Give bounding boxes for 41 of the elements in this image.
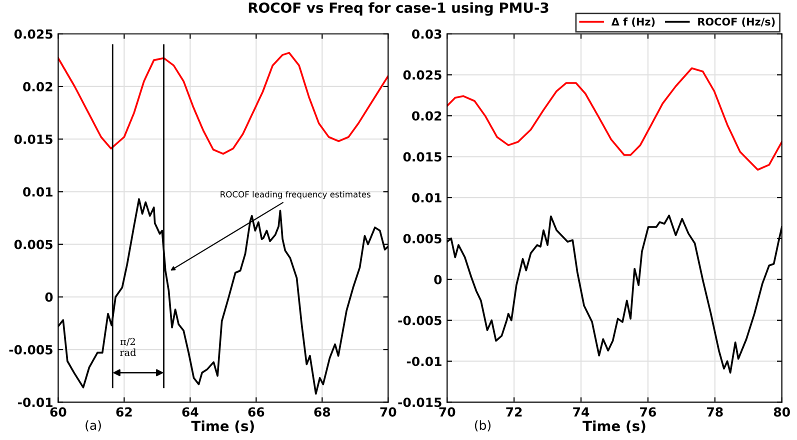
x-tick-label: 70 bbox=[380, 407, 396, 417]
y-tick-label: -0.005 bbox=[398, 316, 442, 326]
y-tick-label: 0.02 bbox=[412, 111, 442, 121]
y-tick-label: 0.02 bbox=[23, 82, 52, 92]
chart-title: ROCOF vs Freq for case-1 using PMU-3 bbox=[248, 2, 548, 16]
annotation: π/2 rad bbox=[120, 338, 136, 356]
x-tick-label: 78 bbox=[707, 407, 723, 417]
y-tick-label: 0 bbox=[45, 292, 53, 302]
text: (b) bbox=[474, 420, 491, 432]
y-tick-label: 0.03 bbox=[412, 29, 442, 39]
y-tick-label: 0.005 bbox=[14, 240, 52, 250]
annotation: ROCOF leading frequency estimates bbox=[220, 191, 370, 200]
y-tick-label: 0.015 bbox=[403, 152, 442, 162]
text: (a) bbox=[86, 420, 101, 432]
y-tick-label: 0.01 bbox=[412, 193, 442, 202]
y-tick-label: -0.01 bbox=[406, 356, 442, 366]
y-tick-label: 0.025 bbox=[403, 70, 442, 80]
y-tick-label: -0.01 bbox=[18, 398, 52, 408]
x-tick-label: 74 bbox=[573, 407, 590, 417]
y-tick-label: -0.005 bbox=[9, 345, 52, 354]
x-tick-label: 76 bbox=[640, 407, 656, 417]
legend-label: Δ f (Hz) bbox=[611, 18, 655, 27]
x-tick-label: 66 bbox=[248, 407, 264, 417]
line-series bbox=[58, 52, 388, 155]
y-tick-label: 0.005 bbox=[403, 234, 442, 244]
line-series bbox=[447, 67, 782, 171]
x-tick-label: 80 bbox=[774, 407, 790, 417]
y-tick-label: 0 bbox=[434, 274, 442, 284]
legend-label: ROCOF (Hz/s) bbox=[698, 18, 775, 27]
x-tick-label: 68 bbox=[314, 407, 330, 417]
x-tick-label: 62 bbox=[116, 407, 132, 417]
y-tick-label: 0.025 bbox=[14, 29, 52, 39]
y-tick-label: 0.01 bbox=[23, 187, 52, 197]
x-tick-label: 60 bbox=[50, 407, 66, 417]
x-tick-label: 70 bbox=[439, 407, 456, 417]
x-tick-label: 72 bbox=[506, 407, 522, 417]
x-axis-title: Time (s) bbox=[582, 420, 646, 433]
x-axis-title: Time (s) bbox=[191, 420, 254, 433]
x-tick-label: 64 bbox=[182, 407, 198, 417]
y-tick-label: 0.015 bbox=[14, 134, 52, 144]
y-tick-label: -0.015 bbox=[398, 398, 442, 408]
